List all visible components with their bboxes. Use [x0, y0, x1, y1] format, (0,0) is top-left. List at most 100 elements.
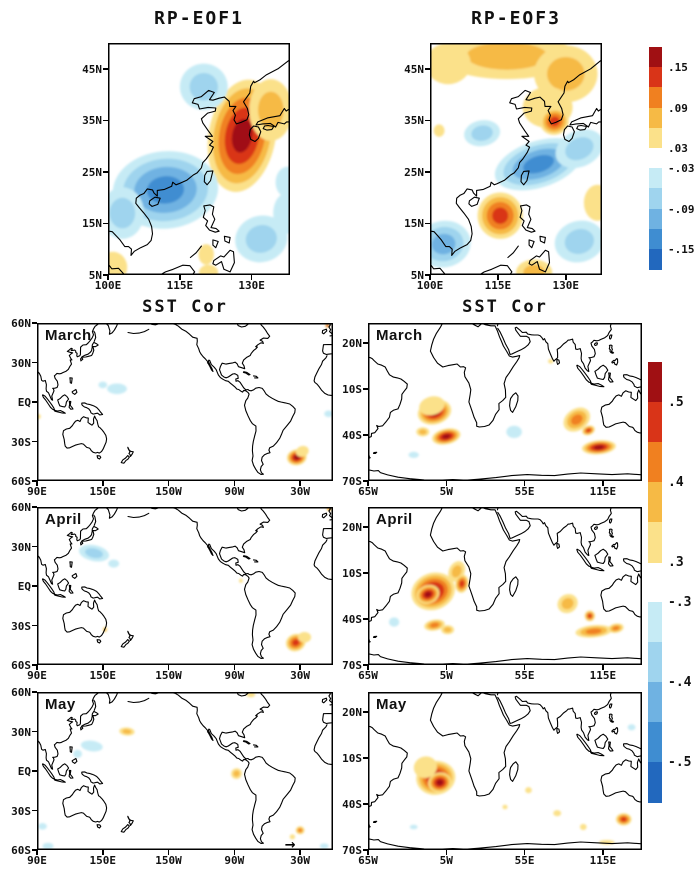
y-tick-label: 70S — [342, 844, 362, 857]
y-tick-mark — [32, 506, 37, 508]
coastline-path — [622, 374, 642, 389]
coastline-path — [147, 507, 296, 659]
map-frame — [108, 43, 290, 275]
coastline-path — [608, 713, 615, 723]
y-tick-label: 35N — [404, 114, 424, 128]
anomaly-field — [108, 63, 290, 275]
anomaly-blob — [289, 834, 296, 840]
coastline-path — [509, 392, 519, 413]
coastline-path — [127, 328, 150, 335]
x-tick-label: 100E — [94, 279, 122, 292]
x-tick-label: 150W — [155, 854, 182, 867]
coastline-path — [497, 507, 613, 557]
coastlines — [37, 323, 333, 475]
coastline-path — [80, 725, 84, 731]
map-panel-eof3 — [430, 43, 602, 275]
coastline-path — [252, 375, 259, 379]
anomaly-blob — [298, 828, 302, 832]
anomaly-blob — [443, 627, 452, 633]
colorbar-segment — [649, 168, 662, 189]
x-tick-label: 30W — [290, 485, 311, 498]
coastline-path — [96, 455, 102, 460]
coastline-path — [313, 355, 333, 396]
anomaly-blob — [73, 749, 82, 758]
coastline-path — [576, 733, 592, 753]
coastline-path — [600, 573, 642, 618]
y-tick-mark — [363, 480, 368, 482]
y-tick-label: 35N — [82, 114, 102, 128]
y-tick-label: 60S — [11, 844, 31, 857]
coastline-path — [80, 356, 84, 362]
coastline-path — [81, 586, 104, 600]
map-frame — [37, 323, 333, 481]
colorbar-label: -.09 — [668, 202, 695, 216]
anomaly-blob — [451, 565, 462, 578]
anomaly-blob — [146, 176, 185, 204]
anomaly-field — [78, 507, 332, 652]
coastline-path — [368, 838, 642, 850]
x-tick-mark — [299, 481, 301, 486]
map-content — [368, 323, 642, 481]
colorbar-segment — [648, 522, 662, 563]
colorbar-segment — [649, 127, 662, 149]
anomaly-blob — [80, 740, 103, 752]
coastline-path — [71, 757, 78, 764]
y-tick-label: 15N — [82, 217, 102, 231]
anomaly-blob — [319, 843, 329, 849]
x-tick-label: 5W — [439, 669, 453, 682]
anomaly-blob — [107, 383, 127, 395]
anomaly-blob — [620, 817, 627, 822]
x-tick-label: 115E — [589, 669, 617, 682]
panel-title: SST Cor — [142, 297, 228, 317]
y-tick-mark — [32, 664, 37, 666]
coastline-path — [53, 778, 66, 783]
coastline-path — [622, 558, 642, 573]
x-tick-label: 115E — [484, 279, 512, 292]
coastline-path — [248, 125, 262, 143]
coastline-path — [104, 323, 119, 335]
map-content — [37, 507, 333, 659]
anomaly-blob — [38, 823, 47, 830]
map-panel-sst-r-march — [368, 323, 642, 481]
coastline-path — [600, 758, 642, 803]
x-tick-label: 65W — [358, 854, 378, 867]
anomaly-blob — [108, 559, 120, 568]
y-tick-mark — [425, 274, 430, 276]
colorbar-label: .3 — [668, 554, 684, 570]
coastline-path — [120, 455, 130, 464]
coastline-path — [81, 531, 95, 542]
anomaly-blob — [429, 622, 440, 628]
y-tick-mark — [363, 342, 368, 344]
colorbar-segment — [649, 107, 662, 129]
colorbar-label: .4 — [668, 474, 684, 490]
coastline-path — [41, 763, 56, 780]
anomaly-blob — [85, 548, 103, 559]
y-tick-mark — [103, 274, 108, 276]
y-tick-mark — [103, 222, 108, 225]
colorbar-segment — [649, 208, 662, 230]
coastline-path — [322, 527, 333, 540]
x-tick-mark — [299, 850, 301, 855]
y-tick-mark — [103, 119, 108, 122]
colorbar-segment — [648, 482, 662, 523]
coastline-path — [556, 542, 561, 549]
coastline-path — [104, 692, 119, 704]
anomaly-blob — [586, 428, 591, 433]
map-frame — [37, 507, 333, 665]
anomaly-blob — [419, 396, 445, 416]
colorbar-segment — [649, 87, 662, 109]
y-tick-label: 45N — [82, 62, 102, 76]
y-tick-mark — [363, 803, 368, 805]
coastline-path — [520, 170, 530, 186]
coastline-path — [147, 323, 296, 475]
coastline-path — [158, 264, 196, 275]
coastline-path — [608, 528, 615, 538]
anomaly-blob — [409, 824, 418, 830]
x-tick-label: 65W — [358, 485, 378, 498]
month-label: May — [45, 696, 76, 713]
y-tick-mark — [32, 545, 37, 548]
coastline-path — [313, 724, 333, 765]
y-tick-label: 25N — [404, 165, 424, 179]
x-tick-label: 90E — [27, 854, 47, 867]
